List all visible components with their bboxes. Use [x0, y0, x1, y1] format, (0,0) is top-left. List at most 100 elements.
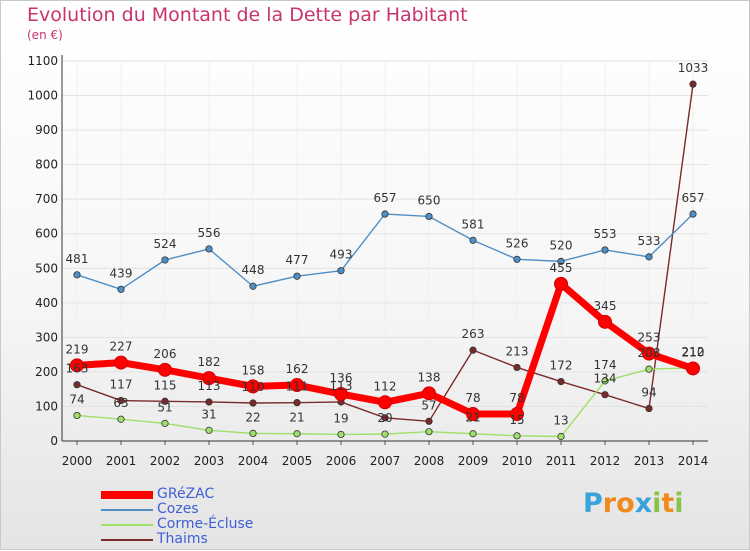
series-point-2	[161, 419, 169, 427]
series-point-3	[557, 377, 565, 386]
x-tick-label: 2000	[62, 454, 93, 468]
series-point-3	[425, 417, 433, 425]
x-tick-label: 2004	[238, 454, 269, 468]
data-label: 57	[421, 398, 436, 412]
series-point-2	[557, 432, 565, 441]
logo-letter: x	[634, 488, 653, 519]
data-label: 136	[330, 371, 353, 385]
series-point-3	[689, 80, 697, 88]
series-point-2	[601, 377, 609, 385]
series-point-1	[293, 272, 301, 280]
data-label: 581	[462, 217, 485, 231]
data-label: 78	[509, 391, 524, 405]
data-label: 172	[550, 359, 573, 373]
x-tick-label: 2002	[150, 454, 181, 468]
x-tick-label: 2008	[414, 454, 445, 468]
data-label: 208	[638, 346, 661, 360]
data-label: 162	[286, 362, 309, 376]
series-point-2	[73, 411, 81, 420]
logo-letter: o	[616, 488, 635, 519]
data-label: 22	[245, 410, 260, 424]
legend-swatch	[101, 509, 153, 511]
legend-swatch	[101, 539, 153, 541]
data-label: 19	[333, 411, 348, 425]
x-tick-label: 2001	[106, 454, 137, 468]
y-tick-label: 800	[35, 158, 58, 172]
data-label: 553	[594, 227, 617, 241]
data-label: 481	[66, 252, 89, 266]
data-label: 345	[594, 299, 617, 313]
data-label: 455	[550, 261, 573, 275]
series-point-0	[114, 355, 128, 370]
data-label: 439	[110, 266, 133, 280]
series-point-1	[513, 255, 521, 263]
data-label: 227	[110, 340, 133, 354]
data-label: 477	[286, 253, 309, 267]
legend-swatch	[101, 524, 153, 526]
data-label: 533	[638, 234, 661, 248]
series-point-0	[642, 346, 656, 361]
series-point-0	[510, 407, 524, 422]
series-point-0	[202, 371, 216, 386]
legend-label: Cozes	[157, 501, 199, 517]
data-label: 520	[550, 238, 573, 252]
y-tick-label: 0	[50, 434, 58, 448]
series-point-3	[513, 363, 521, 372]
y-tick-label: 1000	[27, 89, 58, 103]
series-point-1	[205, 245, 213, 253]
x-tick-label: 2009	[458, 454, 489, 468]
x-tick-label: 2013	[634, 454, 665, 468]
data-label: 213	[506, 344, 529, 358]
logo-letter: t	[661, 488, 675, 519]
x-tick-label: 2007	[370, 454, 401, 468]
data-label: 253	[638, 331, 661, 345]
series-point-1	[689, 210, 697, 218]
series-point-3	[73, 381, 81, 389]
data-label: 556	[198, 226, 221, 240]
series-point-1	[337, 267, 345, 275]
series-point-1	[161, 256, 169, 264]
series-point-0	[378, 395, 392, 410]
chart-legend: GRéZAC Cozes Corme-Écluse Thaims	[101, 486, 341, 547]
logo-letter: i	[674, 488, 684, 519]
data-label: 182	[198, 355, 221, 369]
data-label: 210	[682, 345, 705, 359]
series-point-1	[645, 253, 653, 261]
series-point-2	[425, 428, 433, 436]
series-point-1	[381, 210, 389, 218]
series-point-3	[381, 414, 389, 422]
legend-label: Corme-Écluse	[157, 516, 254, 532]
data-label: 51	[157, 400, 172, 414]
series-point-2	[381, 430, 389, 438]
logo-letter: r	[602, 488, 617, 519]
series-point-2	[205, 426, 213, 434]
y-tick-label: 900	[35, 123, 58, 137]
data-label: 1033	[678, 61, 709, 75]
data-label: 524	[154, 237, 177, 251]
series-point-2	[513, 432, 521, 440]
series-point-1	[117, 285, 125, 293]
series-point-2	[337, 430, 345, 439]
series-point-3	[249, 399, 257, 407]
series-point-1	[601, 246, 609, 254]
series-point-3	[469, 346, 477, 354]
series-point-0	[598, 314, 612, 329]
data-label: 113	[198, 379, 221, 393]
series-point-3	[117, 396, 125, 405]
data-label: 21	[289, 411, 304, 425]
series-point-3	[645, 404, 653, 413]
series-point-2	[469, 430, 477, 438]
series-point-2	[249, 429, 257, 437]
proxiti-logo: Proxiti	[583, 488, 684, 519]
y-tick-label: 500	[35, 261, 58, 275]
data-label: 21	[465, 411, 480, 425]
series-point-3	[205, 398, 213, 406]
data-label: 20	[377, 411, 392, 425]
series-point-0	[158, 362, 172, 377]
logo-letter: i	[652, 488, 662, 519]
y-tick-label: 200	[35, 365, 58, 379]
y-tick-label: 700	[35, 192, 58, 206]
data-label: 112	[374, 379, 397, 393]
data-label: 117	[110, 378, 133, 392]
